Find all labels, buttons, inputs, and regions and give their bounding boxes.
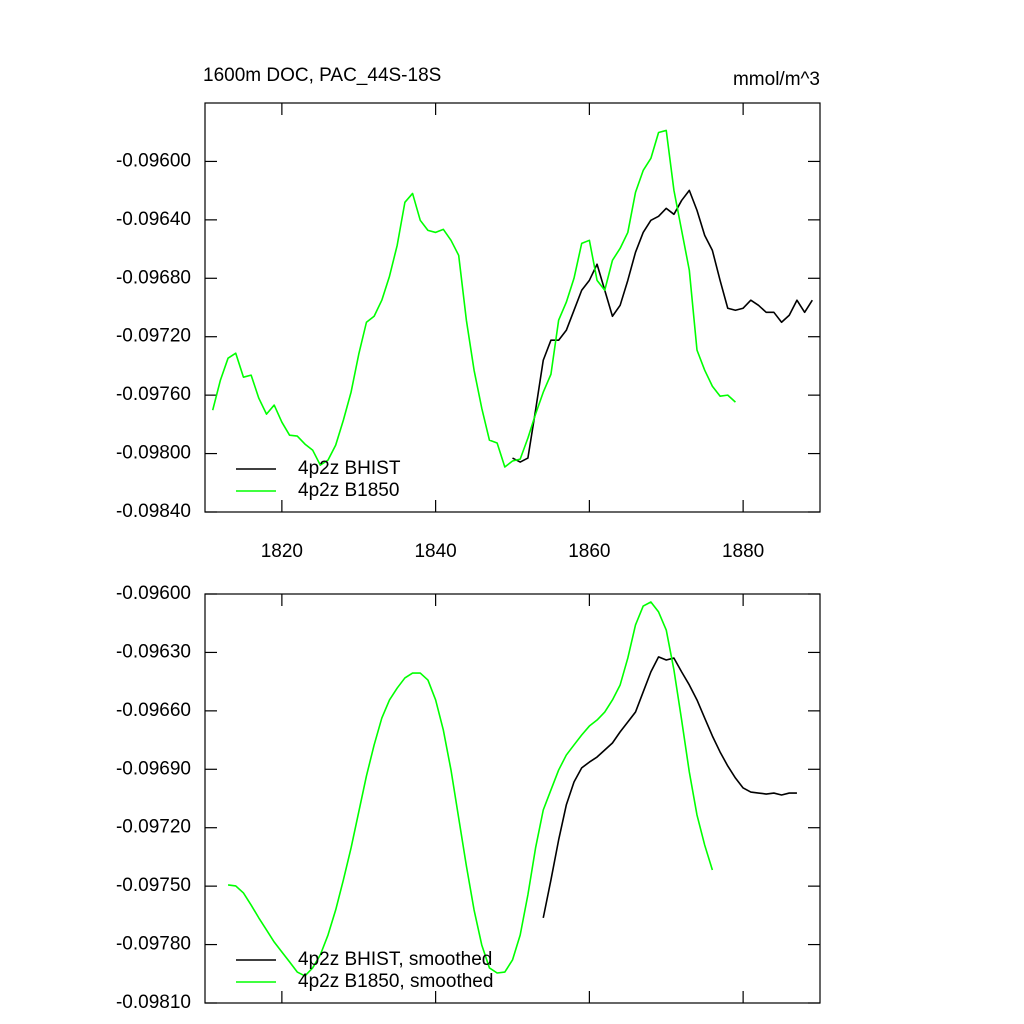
y-tick-label: -0.09640 bbox=[116, 209, 191, 230]
y-tick-label: -0.09720 bbox=[116, 817, 191, 838]
legend-label: 4p2z BHIST bbox=[298, 458, 401, 479]
chart-title: 1600m DOC, PAC_44S-18S bbox=[203, 65, 441, 86]
x-tick-label: 1820 bbox=[261, 541, 303, 562]
legend-label: 4p2z B1850, smoothed bbox=[298, 971, 493, 992]
series-line bbox=[211, 129, 736, 468]
x-tick-label: 1860 bbox=[568, 541, 610, 562]
y-tick-label: -0.09600 bbox=[116, 150, 191, 171]
y-tick-label: -0.09630 bbox=[116, 641, 191, 662]
y-tick-label: -0.09840 bbox=[116, 501, 191, 522]
plot-frame bbox=[204, 593, 821, 1004]
y-tick-label: -0.09800 bbox=[116, 443, 191, 464]
y-tick-label: -0.09660 bbox=[116, 700, 191, 721]
series-line bbox=[227, 601, 714, 977]
x-tick-label: 1880 bbox=[722, 541, 764, 562]
y-tick-label: -0.09810 bbox=[116, 992, 191, 1013]
y-tick-label: -0.09600 bbox=[116, 583, 191, 604]
units-label: mmol/m^3 bbox=[733, 69, 820, 90]
y-tick-label: -0.09690 bbox=[116, 758, 191, 779]
plot-frame bbox=[204, 102, 821, 513]
series-line bbox=[542, 656, 797, 919]
y-tick-label: -0.09720 bbox=[116, 326, 191, 347]
y-tick-label: -0.09760 bbox=[116, 384, 191, 405]
y-tick-label: -0.09750 bbox=[116, 875, 191, 896]
legend-label: 4p2z BHIST, smoothed bbox=[298, 949, 492, 970]
y-tick-label: -0.09680 bbox=[116, 267, 191, 288]
x-tick-label: 1840 bbox=[414, 541, 456, 562]
series-line bbox=[512, 189, 813, 463]
legend-label: 4p2z B1850 bbox=[298, 480, 399, 501]
y-tick-label: -0.09780 bbox=[116, 934, 191, 955]
